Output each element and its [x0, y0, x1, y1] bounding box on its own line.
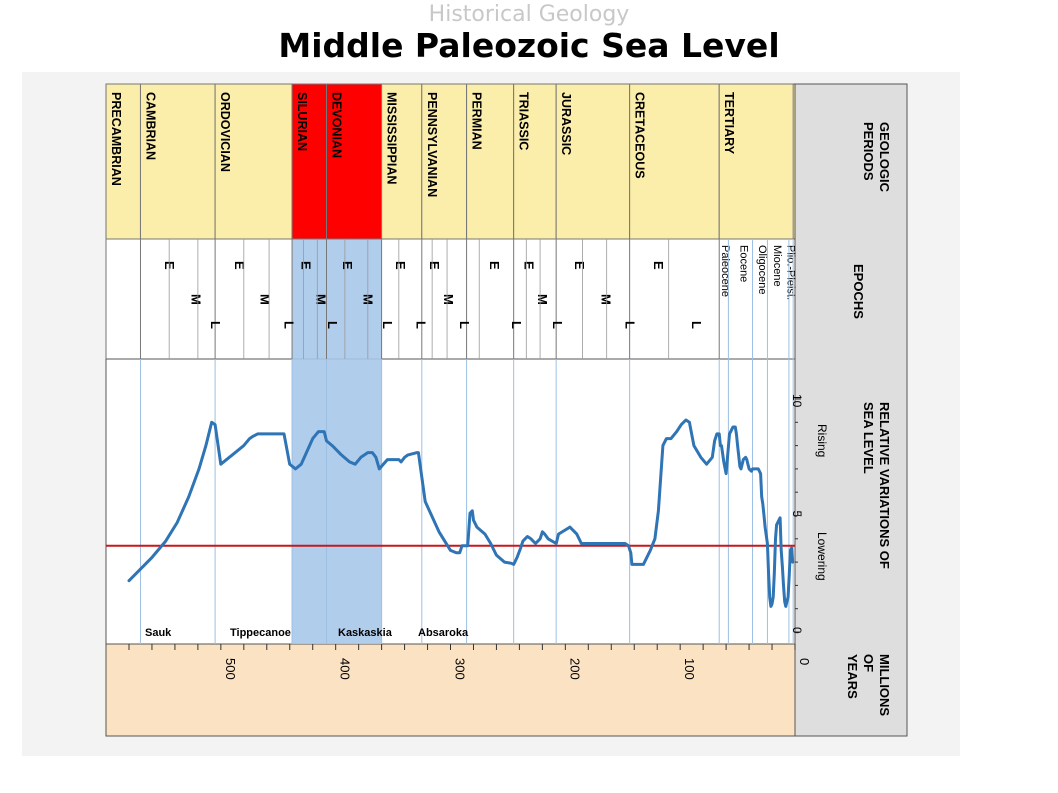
period-label: ORDOVICIAN [218, 92, 232, 172]
period-label: CAMBRIAN [143, 92, 157, 160]
x-tick-label: 500 [223, 658, 238, 680]
sea-level-curve [127, 418, 795, 608]
epochs-heading: EPOCHS [851, 264, 866, 319]
tertiary-epoch-label: Paleocene [719, 245, 731, 297]
period-cell [381, 83, 423, 240]
heading-column [794, 83, 908, 737]
epoch-label: L [509, 321, 524, 329]
period-label: JURASSIC [559, 92, 573, 155]
period-label: PERMIAN [470, 92, 484, 150]
y-tick-label: 0 [790, 627, 804, 634]
tertiary-epoch-label: Eocene [737, 245, 749, 282]
periods-heading: GEOLOGIC [877, 122, 892, 193]
x-tick-label: 200 [567, 658, 582, 680]
epoch-label: M [188, 294, 203, 305]
epoch-label: L [413, 321, 428, 329]
period-cell [214, 83, 293, 240]
x-tick-label: 0 [797, 658, 812, 665]
course-title: Historical Geology [428, 2, 630, 27]
y-tick-label: 10 [790, 394, 804, 408]
period-cell [291, 83, 327, 240]
geologic-time-sea-level-chart: PRECAMBRIAN CAMBRIAN ORDOVICIAN SILURIAN DEV… [105, 83, 908, 737]
period-cell [105, 83, 141, 240]
period-label: PRECAMBRIAN [109, 92, 123, 186]
epoch-label: M [598, 294, 613, 305]
periods-heading: PERIODS [861, 122, 876, 181]
sequence-label: Absaroka [418, 627, 469, 639]
epoch-label: E [487, 261, 502, 270]
highlight-interval [292, 239, 382, 644]
epoch-label: L [325, 321, 340, 329]
tertiary-epoch-label: Oligocene [756, 245, 768, 295]
period-cell [718, 83, 794, 240]
x-tick-label: 400 [338, 658, 353, 680]
epoch-label: E [232, 261, 247, 270]
epoch-label: L [622, 321, 637, 329]
period-label: TERTIARY [722, 92, 736, 155]
epoch-label: L [457, 321, 472, 329]
epoch-label: L [380, 321, 395, 329]
lowering-label: Lowering [815, 532, 829, 581]
sea-level-heading: SEA LEVEL [861, 402, 876, 474]
epoch-label: E [340, 261, 355, 270]
epoch-label: M [257, 294, 272, 305]
chart-panel: PRECAMBRIAN CAMBRIAN ORDOVICIAN SILURIAN DEV… [22, 72, 960, 756]
period-label: SILURIAN [295, 92, 309, 151]
epoch-label: L [689, 321, 704, 329]
tertiary-epoch-label: Miocene [771, 245, 783, 287]
epoch-label: M [314, 294, 329, 305]
epoch-label: L [550, 321, 565, 329]
period-label: PENNSYLVANIAN [425, 92, 439, 197]
years-heading: OF [861, 654, 876, 672]
y-tick-label: 5 [790, 511, 804, 518]
period-label: DEVONIAN [329, 92, 343, 158]
epoch-label: L [208, 321, 223, 329]
epoch-label: E [521, 261, 536, 270]
epoch-label: E [427, 261, 442, 270]
tertiary-epoch-label: Plio.-Pleist. [785, 245, 797, 300]
period-label: CRETACEOUS [633, 92, 647, 179]
epoch-label: L [281, 321, 296, 329]
epoch-label: E [572, 261, 587, 270]
epoch-label: E [393, 261, 408, 270]
years-heading: MILLIONS [877, 654, 892, 716]
years-heading: YEARS [845, 654, 860, 699]
sequence-label: Sauk [145, 627, 172, 639]
period-cell [555, 83, 631, 240]
period-label: MISSISSIPPIAN [385, 92, 399, 184]
x-tick-label: 100 [682, 658, 697, 680]
epoch-label: M [441, 294, 456, 305]
sequence-label: Kaskaskia [338, 627, 393, 639]
period-cell [513, 83, 557, 240]
period-cell [629, 83, 720, 240]
years-band [105, 643, 908, 737]
sequence-label: Tippecanoe [230, 627, 291, 639]
x-tick-label: 300 [453, 658, 468, 680]
period-label: TRIASSIC [517, 92, 531, 150]
epoch-label: E [299, 261, 314, 270]
rising-label: Rising [815, 424, 829, 457]
slide-title: Middle Paleozoic Sea Level [278, 26, 780, 65]
period-cell [325, 83, 383, 240]
epoch-label: M [535, 294, 550, 305]
sea-level-heading: RELATIVE VARIATIONS OF [877, 402, 892, 569]
epoch-label: E [651, 261, 666, 270]
